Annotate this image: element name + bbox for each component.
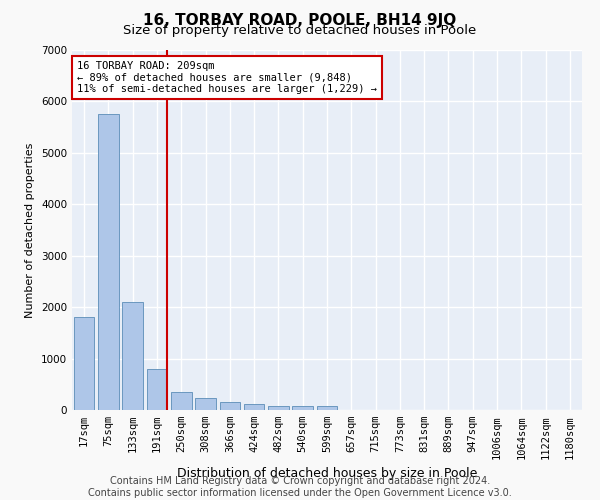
Bar — [292, 406, 313, 410]
X-axis label: Distribution of detached houses by size in Poole: Distribution of detached houses by size … — [177, 467, 477, 480]
Text: 16 TORBAY ROAD: 209sqm
← 89% of detached houses are smaller (9,848)
11% of semi-: 16 TORBAY ROAD: 209sqm ← 89% of detached… — [77, 61, 377, 94]
Text: Size of property relative to detached houses in Poole: Size of property relative to detached ho… — [124, 24, 476, 37]
Bar — [244, 404, 265, 410]
Bar — [195, 398, 216, 410]
Bar — [171, 392, 191, 410]
Bar — [122, 302, 143, 410]
Bar — [268, 406, 289, 410]
Y-axis label: Number of detached properties: Number of detached properties — [25, 142, 35, 318]
Bar — [74, 318, 94, 410]
Text: Contains HM Land Registry data © Crown copyright and database right 2024.
Contai: Contains HM Land Registry data © Crown c… — [88, 476, 512, 498]
Bar — [98, 114, 119, 410]
Bar — [317, 406, 337, 410]
Bar — [146, 369, 167, 410]
Text: 16, TORBAY ROAD, POOLE, BH14 9JQ: 16, TORBAY ROAD, POOLE, BH14 9JQ — [143, 12, 457, 28]
Bar — [220, 402, 240, 410]
